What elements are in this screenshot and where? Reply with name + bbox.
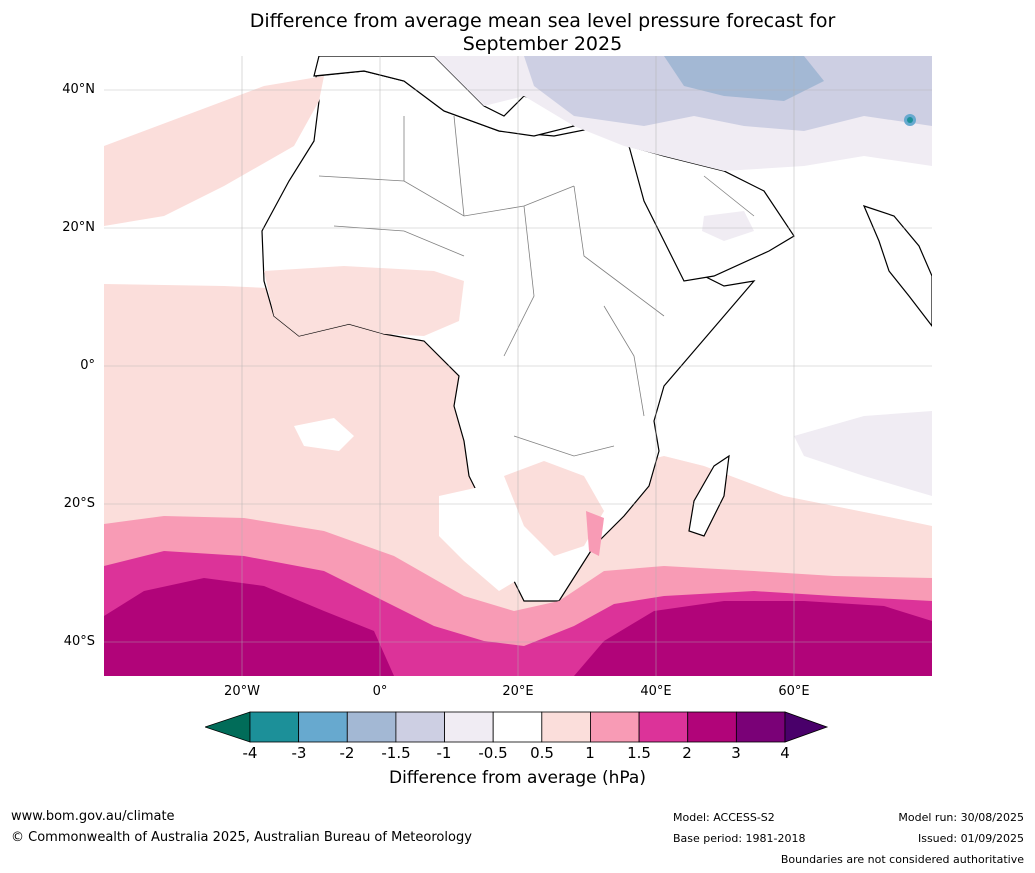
colorbar-tick: -1.5 xyxy=(381,744,411,762)
colorbar-over-arrow xyxy=(784,711,829,743)
colorbar-tick: 0.5 xyxy=(530,744,554,762)
anomaly-zone-neutral-atlantic xyxy=(294,418,354,451)
colorbar-bin xyxy=(687,711,737,743)
lat-label-0: 0° xyxy=(80,358,95,373)
lat-label-40s: 40°S xyxy=(63,634,95,649)
colorbar-tick: -0.5 xyxy=(478,744,508,762)
lon-label-60e: 60°E xyxy=(778,684,810,699)
madagascar-land xyxy=(688,454,730,537)
colorbar-tick: 3 xyxy=(731,744,741,762)
anomaly-zone-0p5-1-westafrica xyxy=(264,266,464,336)
anomaly-zone-neg-4-spot xyxy=(907,117,913,123)
website-link[interactable]: www.bom.gov.au/climate xyxy=(11,809,175,824)
issued-text: Issued: 01/09/2025 xyxy=(917,832,1024,845)
anomaly-zone-1-1p5-mozambique xyxy=(586,511,604,556)
title-line-1: Difference from average mean sea level p… xyxy=(249,10,836,32)
colorbar-tick: 1.5 xyxy=(627,744,651,762)
anomaly-zone-0p5-1-southafrica xyxy=(504,461,604,556)
colorbar-bin xyxy=(492,711,543,743)
colorbar-tick: -2 xyxy=(339,744,355,762)
colorbar xyxy=(205,711,829,743)
colorbar-bin xyxy=(395,711,445,743)
lat-label-20n: 20°N xyxy=(62,220,95,235)
lon-label-20e: 20°E xyxy=(502,684,534,699)
title-line-2: September 2025 xyxy=(462,33,623,55)
model-run-text: Model run: 30/08/2025 xyxy=(898,811,1024,824)
colorbar-bin xyxy=(638,711,689,743)
colorbar-bin xyxy=(444,711,494,743)
colorbar-tick: 2 xyxy=(682,744,692,762)
colorbar-bin xyxy=(735,711,786,743)
anomaly-zone-0p5-1-northwest xyxy=(104,76,324,226)
colorbar-tick: 1 xyxy=(585,744,595,762)
lon-label-40e: 40°E xyxy=(640,684,672,699)
colorbar-tick: 4 xyxy=(780,744,790,762)
colorbar-bin xyxy=(346,711,397,743)
colorbar-tick: -1 xyxy=(436,744,452,762)
anomaly-zone-neutral-southafrica xyxy=(439,486,524,591)
colorbar-label: Difference from average (hPa) xyxy=(389,768,646,788)
lat-label-20s: 20°S xyxy=(63,496,95,511)
disclaimer-text: Boundaries are not considered authoritat… xyxy=(780,853,1024,866)
country-borders xyxy=(318,115,755,457)
copyright-text: © Commonwealth of Australia 2025, Austra… xyxy=(11,830,472,845)
india-land xyxy=(862,205,932,327)
colorbar-bin xyxy=(298,711,348,743)
graticule xyxy=(104,56,932,676)
colorbar-bin xyxy=(249,711,300,743)
model-text: Model: ACCESS-S2 xyxy=(673,811,775,824)
colorbar-bin xyxy=(541,711,591,743)
colorbar-tick: -4 xyxy=(242,744,258,762)
colorbar-tick: -3 xyxy=(291,744,307,762)
lon-label-0: 0° xyxy=(372,684,388,699)
colorbar-under-arrow xyxy=(205,711,251,743)
anomaly-zone-2-3-east xyxy=(574,601,932,676)
anomaly-zone-2-3 xyxy=(104,578,394,676)
anomaly-zone-neg-0p5-1-arabia xyxy=(702,211,754,241)
colorbar-bin xyxy=(590,711,640,743)
lon-label-20w: 20°W xyxy=(224,684,260,699)
map-title: Difference from average mean sea level p… xyxy=(180,10,905,56)
base-period-text: Base period: 1981-2018 xyxy=(673,832,806,845)
pressure-anomaly-map xyxy=(104,56,932,676)
lat-label-40n: 40°N xyxy=(62,82,95,97)
anomaly-zone-neg-0p5-1-indianocean xyxy=(794,411,932,496)
